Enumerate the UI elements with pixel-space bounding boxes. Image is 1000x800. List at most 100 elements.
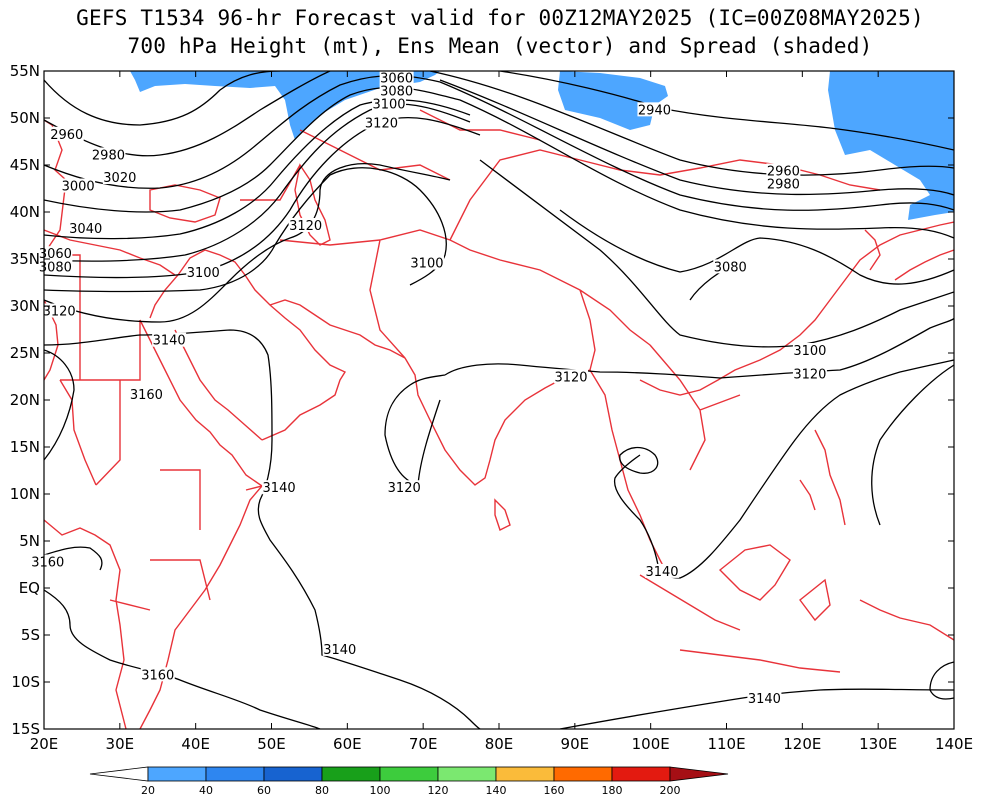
lat-tick-label: 5S xyxy=(21,626,40,644)
contour-3140 xyxy=(44,329,954,729)
colorbar-label: 80 xyxy=(315,784,329,797)
contour-3120 xyxy=(44,163,954,526)
contour-2960 xyxy=(44,71,954,176)
colorbar-swatch xyxy=(553,766,613,782)
svg-text:3140: 3140 xyxy=(153,334,186,349)
colorbar-label: 100 xyxy=(370,784,391,797)
svg-text:3120: 3120 xyxy=(554,370,587,385)
lat-tick-label: 15N xyxy=(10,438,40,456)
chart-title: GEFS T1534 96-hr Forecast valid for 00Z1… xyxy=(76,6,924,30)
coastline-caspian xyxy=(294,163,331,246)
contour-label: 3120 xyxy=(792,366,827,383)
coastlines-layer xyxy=(44,109,954,729)
colorbar-swatch xyxy=(379,766,439,782)
svg-text:3000: 3000 xyxy=(62,180,95,195)
lat-tick-label: 55N xyxy=(10,62,40,80)
contour-label: 2960 xyxy=(766,163,801,179)
lon-tick-label: 30E xyxy=(106,735,135,753)
svg-text:3140: 3140 xyxy=(645,565,678,580)
contour-3000 xyxy=(44,75,954,211)
lat-tick-label: 10S xyxy=(11,673,40,691)
lon-tick-label: 50E xyxy=(257,735,286,753)
lon-tick-label: 130E xyxy=(859,735,897,753)
coastline-india xyxy=(404,357,591,531)
svg-text:3140: 3140 xyxy=(263,481,296,496)
height-contours-layer xyxy=(44,71,954,729)
svg-text:3100: 3100 xyxy=(410,257,443,272)
svg-text:3020: 3020 xyxy=(103,171,136,186)
contour-3160 xyxy=(44,349,954,729)
coastline-southeast-asia xyxy=(589,221,954,576)
lat-tick-label: 30N xyxy=(10,297,40,315)
svg-text:2960: 2960 xyxy=(767,164,800,179)
colorbar-swatch xyxy=(89,766,149,782)
svg-text:3160: 3160 xyxy=(141,668,174,683)
colorbar-label: 60 xyxy=(257,784,271,797)
lat-tick-label: 20N xyxy=(10,391,40,409)
lon-tick-label: 70E xyxy=(409,735,438,753)
lon-tick-label: 80E xyxy=(485,735,514,753)
svg-text:3080: 3080 xyxy=(39,260,72,275)
lat-tick-label: 40N xyxy=(10,203,40,221)
contour-label: 3100 xyxy=(409,255,444,272)
lon-tick-label: 90E xyxy=(561,735,590,753)
contour-label: 3140 xyxy=(152,332,187,349)
colorbar-label: 140 xyxy=(486,784,507,797)
contour-label: 3140 xyxy=(322,641,357,658)
contour-2980 xyxy=(44,71,954,196)
svg-text:3100: 3100 xyxy=(372,98,405,113)
svg-text:3120: 3120 xyxy=(388,481,421,496)
lat-tick-label: 45N xyxy=(10,156,40,174)
contour-label: 2940 xyxy=(637,102,672,118)
country-borders xyxy=(44,109,881,611)
contour-label: 3120 xyxy=(387,480,422,496)
svg-text:3140: 3140 xyxy=(748,692,781,707)
contour-label: 3080 xyxy=(379,83,414,100)
contour-label: 3020 xyxy=(102,170,137,186)
longitude-axis: 20E 30E 40E 50E 60E 70E 80E 90E 100E 110E 120E 130E… xyxy=(30,71,973,753)
svg-text:2980: 2980 xyxy=(92,148,125,163)
coastline-indonesia xyxy=(639,544,954,673)
svg-text:2980: 2980 xyxy=(767,178,800,193)
svg-text:3100: 3100 xyxy=(793,344,826,359)
svg-text:3120: 3120 xyxy=(289,219,322,234)
colorbar-swatch xyxy=(205,766,265,782)
contour-2940 xyxy=(499,71,954,151)
lon-tick-label: 20E xyxy=(30,735,59,753)
lon-tick-label: 110E xyxy=(707,735,745,753)
contour-label: 3000 xyxy=(61,178,96,195)
colorbar-swatch xyxy=(147,766,207,782)
svg-text:2960: 2960 xyxy=(50,128,83,143)
colorbar-swatch xyxy=(611,766,671,782)
colorbar-label: 180 xyxy=(602,784,623,797)
colorbar-swatch xyxy=(669,766,729,782)
spread-shading xyxy=(130,71,954,220)
colorbar-label: 200 xyxy=(660,784,681,797)
spread-area-northeast-asia xyxy=(828,71,954,220)
contour-label: 3160 xyxy=(129,387,164,403)
svg-text:3140: 3140 xyxy=(323,643,356,658)
colorbar-swatch xyxy=(321,766,381,782)
svg-text:2940: 2940 xyxy=(638,103,671,118)
svg-text:3080: 3080 xyxy=(714,260,747,275)
svg-text:3080: 3080 xyxy=(380,85,413,100)
colorbar-label: 40 xyxy=(199,784,213,797)
contour-label: 3100 xyxy=(792,343,827,359)
chart-subtitle: 700 hPa Height (mt), Ens Mean (vector) a… xyxy=(127,34,873,58)
coastline-mediterranean xyxy=(44,229,176,276)
coastline-philippines xyxy=(799,429,846,526)
svg-text:3160: 3160 xyxy=(31,556,64,571)
colorbar-swatch xyxy=(263,766,323,782)
contour-label: 3100 xyxy=(372,96,407,113)
latitude-axis: 55N 50N 45N 40N 35N 30N 25N 20N 15N 10N 5N EQ 5S 10S 1… xyxy=(10,62,954,738)
colorbar-label: 120 xyxy=(428,784,449,797)
svg-text:3060: 3060 xyxy=(39,247,72,262)
colorbar-label: 20 xyxy=(141,784,155,797)
coastline-red-sea xyxy=(139,319,263,487)
contour-label: 3140 xyxy=(747,690,782,707)
lon-tick-label: 120E xyxy=(783,735,821,753)
contour-label: 3160 xyxy=(140,667,175,683)
svg-text:3100: 3100 xyxy=(187,266,220,281)
svg-text:3120: 3120 xyxy=(365,117,398,132)
spread-area-mongolia xyxy=(558,71,668,130)
